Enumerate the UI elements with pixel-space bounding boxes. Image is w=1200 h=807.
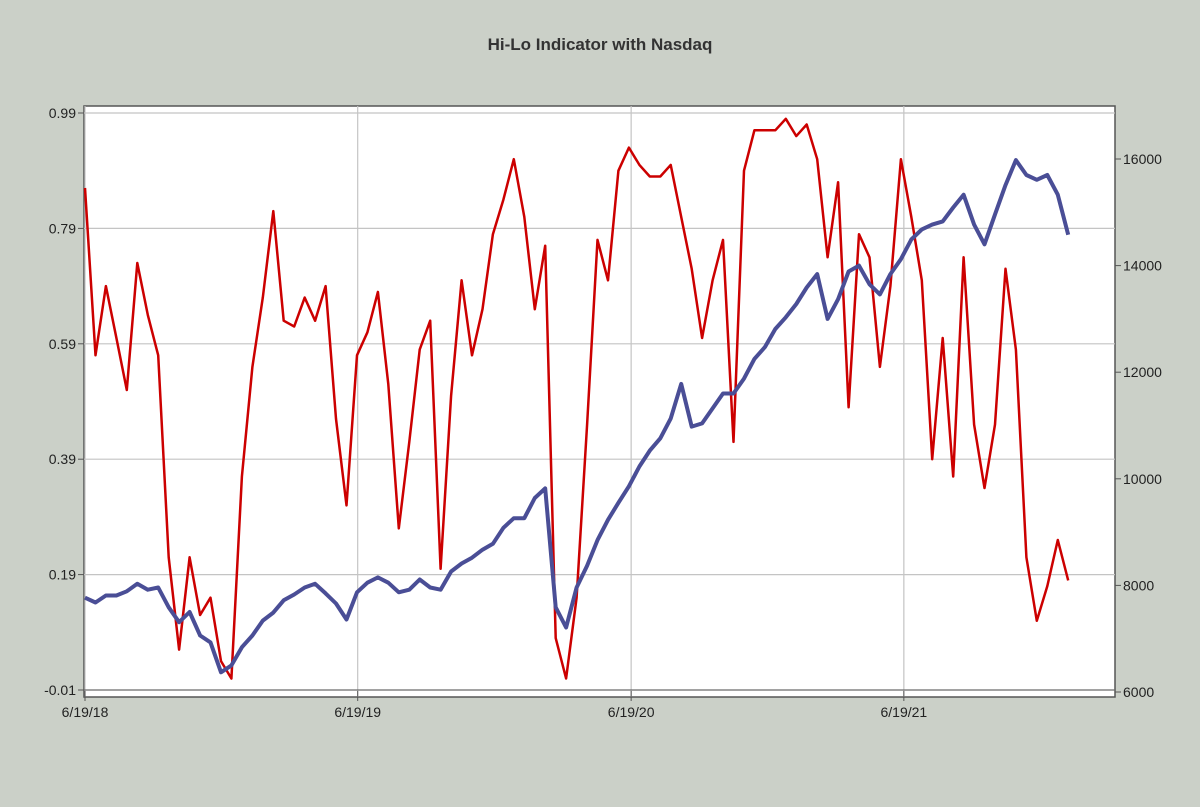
right-tick-label: 6000 xyxy=(1123,684,1154,700)
left-tick-label: 0.39 xyxy=(49,451,76,467)
x-tick-label: 6/19/20 xyxy=(608,704,655,720)
x-tick-label: 6/19/21 xyxy=(880,704,927,720)
series-line-hi-lo-indicator xyxy=(83,117,1070,680)
x-tick-label: 6/19/18 xyxy=(62,704,109,720)
left-tick-label: 0.59 xyxy=(49,336,76,352)
left-tick-label: 0.99 xyxy=(49,105,76,121)
right-tick-label: 16000 xyxy=(1123,151,1162,167)
x-tick-label: 6/19/19 xyxy=(334,704,381,720)
series-line-nasdaq xyxy=(84,158,1071,675)
right-tick-label: 12000 xyxy=(1123,364,1162,380)
left-tick-label: 0.79 xyxy=(49,220,76,236)
right-tick-label: 8000 xyxy=(1123,577,1154,593)
right-tick-label: 10000 xyxy=(1123,471,1162,487)
right-tick-label: 14000 xyxy=(1123,258,1162,274)
chart-title: Hi-Lo Indicator with Nasdaq xyxy=(488,35,713,54)
left-tick-label: -0.01 xyxy=(44,682,76,698)
plot-area xyxy=(83,105,1116,698)
left-tick-label: 0.19 xyxy=(49,567,76,583)
